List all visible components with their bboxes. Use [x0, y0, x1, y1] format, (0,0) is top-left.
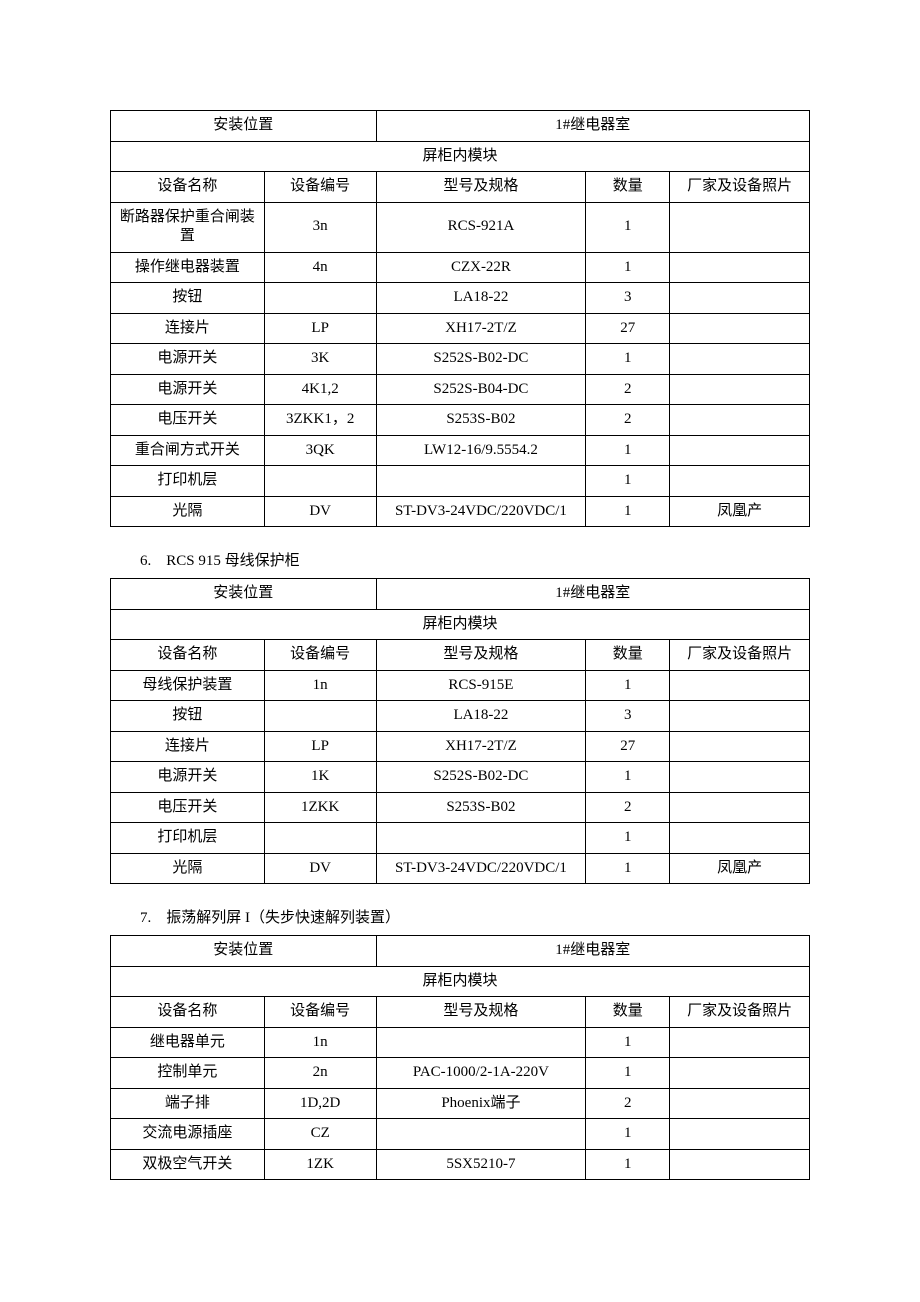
table-row: 端子排1D,2DPhoenix端子2 — [111, 1088, 810, 1119]
table-row: 打印机层1 — [111, 823, 810, 854]
table-row: 控制单元2nPAC-1000/2-1A-220V1 — [111, 1058, 810, 1089]
table-row: 电源开关4K1,2S252S-B04-DC2 — [111, 374, 810, 405]
table-row: 设备名称设备编号型号及规格数量厂家及设备照片 — [111, 997, 810, 1028]
table-row: 连接片LPXH17-2T/Z27 — [111, 731, 810, 762]
table-row: 断路器保护重合闸装置3nRCS-921A1 — [111, 202, 810, 252]
table-row: 打印机层1 — [111, 466, 810, 497]
table-row: 按钮LA18-223 — [111, 283, 810, 314]
table-row: 安装位置1#继电器室 — [111, 936, 810, 967]
table-row: 设备名称设备编号型号及规格数量厂家及设备照片 — [111, 640, 810, 671]
table-row: 光隔DVST-DV3-24VDC/220VDC/11凤凰产 — [111, 496, 810, 527]
table-row: 继电器单元1n1 — [111, 1027, 810, 1058]
table-row: 屏柜内模块 — [111, 966, 810, 997]
table-row: 母线保护装置1nRCS-915E1 — [111, 670, 810, 701]
table-row: 屏柜内模块 — [111, 141, 810, 172]
section-title: 7. 振荡解列屏 I（失步快速解列装置） — [140, 906, 810, 927]
table-row: 双极空气开关1ZK5SX5210-71 — [111, 1149, 810, 1180]
document-body: 安装位置1#继电器室屏柜内模块设备名称设备编号型号及规格数量厂家及设备照片断路器… — [110, 110, 810, 1180]
table-row: 按钮LA18-223 — [111, 701, 810, 732]
table-row: 交流电源插座CZ1 — [111, 1119, 810, 1150]
table-row: 电源开关1KS252S-B02-DC1 — [111, 762, 810, 793]
equipment-table: 安装位置1#继电器室屏柜内模块设备名称设备编号型号及规格数量厂家及设备照片母线保… — [110, 578, 810, 884]
table-row: 光隔DVST-DV3-24VDC/220VDC/11凤凰产 — [111, 853, 810, 884]
equipment-table: 安装位置1#继电器室屏柜内模块设备名称设备编号型号及规格数量厂家及设备照片继电器… — [110, 935, 810, 1180]
table-row: 屏柜内模块 — [111, 609, 810, 640]
table-row: 操作继电器装置4nCZX-22R1 — [111, 252, 810, 283]
table-row: 设备名称设备编号型号及规格数量厂家及设备照片 — [111, 172, 810, 203]
table-row: 重合闸方式开关3QKLW12-16/9.5554.21 — [111, 435, 810, 466]
table-row: 安装位置1#继电器室 — [111, 111, 810, 142]
table-row: 安装位置1#继电器室 — [111, 579, 810, 610]
section-title: 6. RCS 915 母线保护柜 — [140, 549, 810, 570]
table-row: 电压开关3ZKK1，2S253S-B022 — [111, 405, 810, 436]
table-row: 电压开关1ZKKS253S-B022 — [111, 792, 810, 823]
table-row: 电源开关3KS252S-B02-DC1 — [111, 344, 810, 375]
equipment-table: 安装位置1#继电器室屏柜内模块设备名称设备编号型号及规格数量厂家及设备照片断路器… — [110, 110, 810, 527]
table-row: 连接片LPXH17-2T/Z27 — [111, 313, 810, 344]
